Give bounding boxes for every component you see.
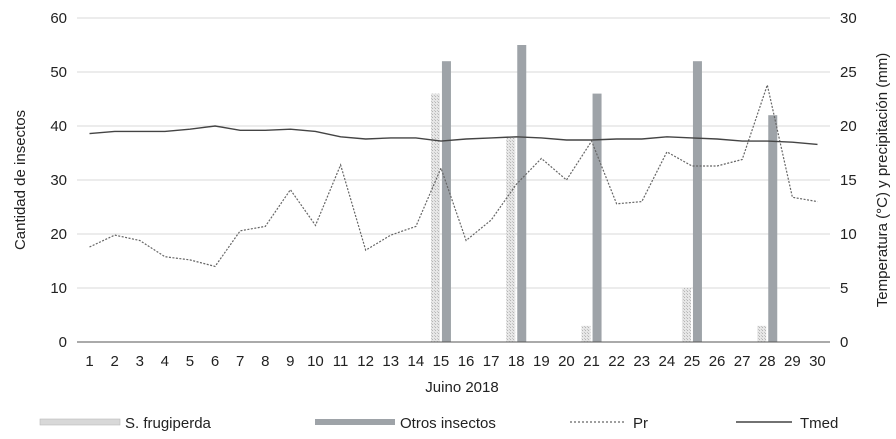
bar-s-frugiperda [757, 325, 767, 342]
bar-s-frugiperda [506, 136, 516, 342]
x-tick-label: 6 [211, 353, 219, 370]
legend-swatch-otros-insectos [315, 419, 395, 425]
bar-otros-insectos [517, 45, 527, 342]
line-pr [89, 82, 818, 268]
x-tick-label: 3 [136, 353, 144, 370]
x-tick-label: 27 [734, 353, 751, 370]
x-tick-label: 12 [357, 353, 374, 370]
x-axis-title: Juino 2018 [425, 379, 498, 396]
x-tick-label: 30 [809, 353, 826, 370]
bar-s-frugiperda [581, 325, 591, 342]
right-tick-label: 0 [840, 334, 848, 351]
legend: S. frugiperda Otros insectos Pr Tmed [39, 415, 838, 432]
left-tick-label: 20 [50, 226, 67, 243]
bar-otros-insectos [692, 61, 702, 342]
x-tick-label: 1 [85, 353, 93, 370]
x-tick-label: 13 [382, 353, 399, 370]
left-axis-title: Cantidad de insectos [12, 110, 29, 250]
left-tick-label: 30 [50, 172, 67, 189]
right-tick-label: 20 [840, 118, 857, 135]
x-tick-label: 26 [709, 353, 726, 370]
x-tick-label: 7 [236, 353, 244, 370]
legend-label-tmed: Tmed [800, 415, 838, 432]
x-tick-label: 4 [161, 353, 169, 370]
legend-item-tmed: Tmed [736, 415, 838, 432]
x-tick-label: 16 [458, 353, 475, 370]
left-tick-label: 10 [50, 280, 67, 297]
x-tick-label: 23 [633, 353, 650, 370]
legend-item-otros-insectos: Otros insectos [315, 415, 496, 432]
x-tick-label: 19 [533, 353, 550, 370]
right-tick-label: 25 [840, 64, 857, 81]
gridlines [77, 17, 830, 289]
legend-label-s-frugiperda: S. frugiperda [125, 415, 212, 432]
x-tick-label: 24 [659, 353, 676, 370]
line-tmed [89, 125, 818, 146]
left-tick-label: 50 [50, 64, 67, 81]
x-tick-label: 14 [408, 353, 425, 370]
x-tick-label: 15 [433, 353, 450, 370]
left-tick-label: 60 [50, 10, 67, 27]
x-tick-label: 20 [558, 353, 575, 370]
left-tick-labels: 0 10 20 30 40 50 60 [50, 10, 67, 351]
left-tick-label: 0 [59, 334, 67, 351]
x-tick-label: 21 [583, 353, 600, 370]
bar-otros-insectos [592, 93, 602, 342]
x-tick-label: 22 [608, 353, 625, 370]
x-tick-label: 28 [759, 353, 776, 370]
x-tick-label: 11 [333, 353, 349, 370]
right-tick-label: 30 [840, 10, 857, 27]
right-tick-label: 15 [840, 172, 857, 189]
bar-otros-insectos [768, 115, 778, 342]
x-tick-label: 25 [684, 353, 701, 370]
x-tick-label: 8 [261, 353, 269, 370]
right-tick-label: 10 [840, 226, 857, 243]
bars [430, 45, 778, 342]
x-tick-label: 5 [186, 353, 194, 370]
x-tick-label: 10 [307, 353, 324, 370]
x-tick-label: 29 [784, 353, 801, 370]
legend-item-s-frugiperda: S. frugiperda [39, 415, 212, 432]
x-tick-labels: 1 2 3 4 5 6 7 8 9 10 11 12 13 14 15 16 17 18 19 20 21 22 23 24 2… [85, 353, 825, 370]
legend-label-pr: Pr [633, 415, 648, 432]
legend-swatch-s-frugiperda [39, 418, 121, 426]
legend-item-pr: Pr [570, 415, 648, 432]
legend-label-otros-insectos: Otros insectos [400, 415, 496, 432]
right-axis-title: Temperatura (°C) y precipitación (mm) [874, 53, 891, 307]
bar-s-frugiperda [681, 288, 691, 342]
bar-otros-insectos [441, 61, 451, 342]
right-tick-label: 5 [840, 280, 848, 297]
bar-s-frugiperda [430, 93, 440, 342]
x-tick-label: 17 [483, 353, 500, 370]
x-tick-label: 2 [110, 353, 118, 370]
lines [89, 82, 818, 268]
x-tick-label: 9 [286, 353, 294, 370]
right-tick-labels: 0 5 10 15 20 25 30 [840, 10, 857, 351]
x-tick-label: 18 [508, 353, 525, 370]
left-tick-label: 40 [50, 118, 67, 135]
